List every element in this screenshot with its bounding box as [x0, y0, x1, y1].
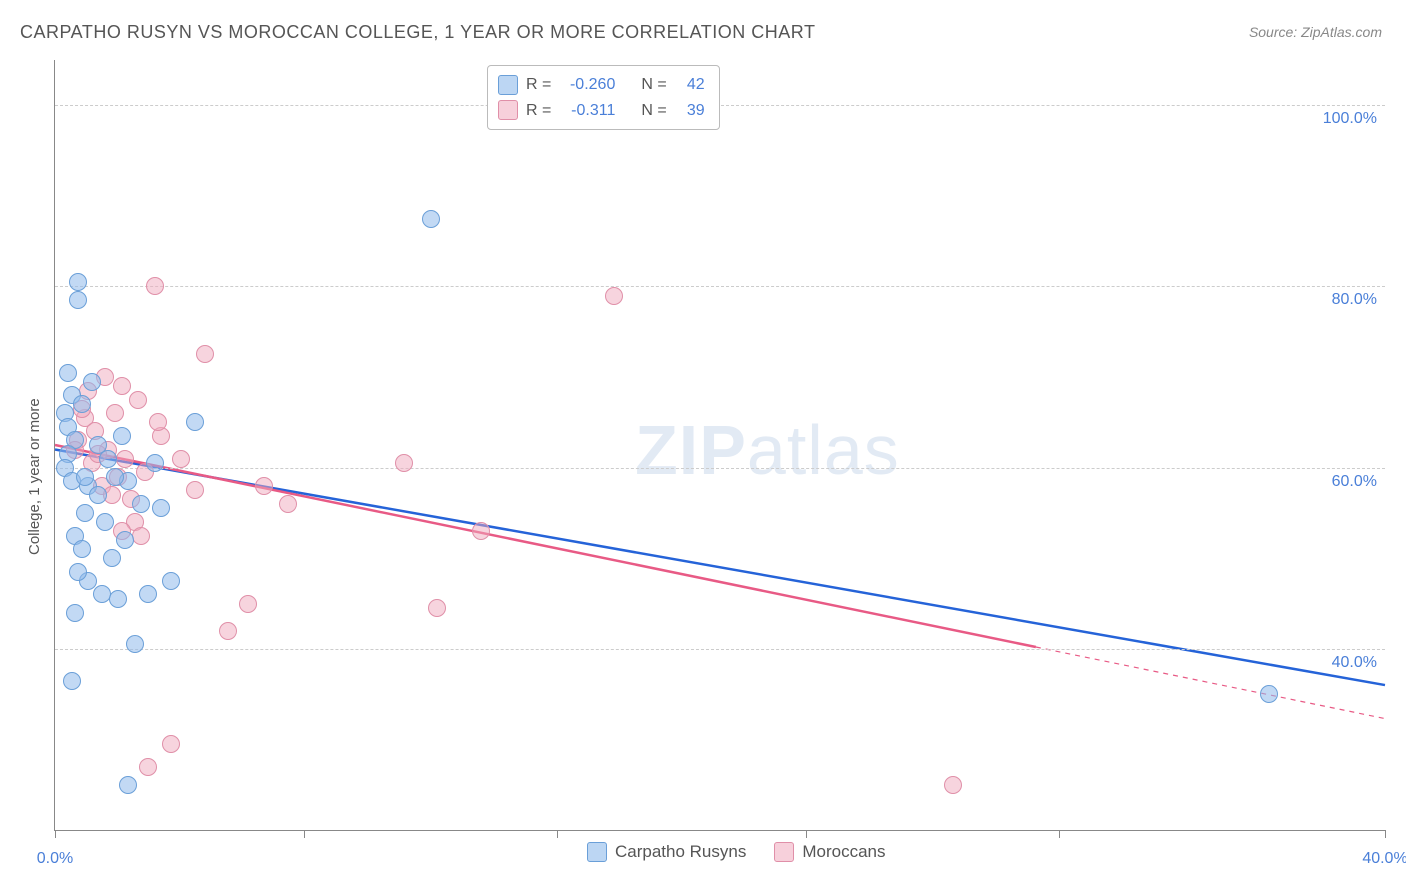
legend-swatch [498, 75, 518, 95]
legend-swatch [587, 842, 607, 862]
stat-r-label: R = [526, 72, 551, 98]
x-tick [1059, 830, 1060, 838]
stat-n-value: 39 [675, 98, 705, 124]
scatter-point [395, 454, 413, 472]
y-axis-label: College, 1 year or more [26, 398, 43, 555]
y-tick-label: 60.0% [1332, 473, 1377, 491]
scatter-point [152, 499, 170, 517]
y-tick-label: 80.0% [1332, 291, 1377, 309]
scatter-point [472, 522, 490, 540]
scatter-point [139, 585, 157, 603]
scatter-point [186, 413, 204, 431]
scatter-point [139, 758, 157, 776]
scatter-point [113, 377, 131, 395]
stat-r-value: -0.260 [559, 72, 615, 98]
scatter-point [162, 735, 180, 753]
series-legend-item: Carpatho Rusyns [587, 842, 746, 862]
scatter-point [146, 454, 164, 472]
scatter-point [73, 540, 91, 558]
scatter-point [59, 364, 77, 382]
scatter-point [76, 468, 94, 486]
series-legend-item: Moroccans [774, 842, 885, 862]
scatter-point [63, 672, 81, 690]
scatter-point [422, 210, 440, 228]
scatter-point [93, 585, 111, 603]
gridline-h [55, 649, 1385, 650]
trend-line [55, 445, 1036, 647]
scatter-point [605, 287, 623, 305]
legend-swatch [498, 100, 518, 120]
y-tick-label: 100.0% [1323, 110, 1377, 128]
series-legend: Carpatho Rusyns Moroccans [587, 842, 885, 862]
scatter-point [69, 273, 87, 291]
scatter-point [132, 527, 150, 545]
scatter-point [73, 395, 91, 413]
scatter-point [126, 635, 144, 653]
x-tick [55, 830, 56, 838]
source-label: Source: [1249, 24, 1301, 40]
scatter-point [83, 373, 101, 391]
stat-n-value: 42 [675, 72, 705, 98]
scatter-point [113, 427, 131, 445]
scatter-point [219, 622, 237, 640]
scatter-point [129, 391, 147, 409]
series-name: Carpatho Rusyns [615, 842, 746, 862]
correlation-legend-row: R = -0.260 N = 42 [498, 72, 705, 98]
scatter-point [119, 776, 137, 794]
scatter-point [146, 277, 164, 295]
gridline-h [55, 105, 1385, 106]
scatter-point [103, 549, 121, 567]
scatter-point [428, 599, 446, 617]
scatter-point [196, 345, 214, 363]
x-tick-label: 40.0% [1362, 850, 1406, 868]
scatter-point [76, 504, 94, 522]
scatter-point [106, 404, 124, 422]
plot-area: ZIPatlas 40.0%60.0%80.0%100.0%0.0%40.0%R… [54, 60, 1385, 831]
scatter-point [1260, 685, 1278, 703]
x-tick [304, 830, 305, 838]
scatter-point [255, 477, 273, 495]
scatter-point [944, 776, 962, 794]
series-name: Moroccans [802, 842, 885, 862]
stat-n-label: N = [641, 98, 666, 124]
scatter-point [239, 595, 257, 613]
scatter-point [69, 291, 87, 309]
x-tick [557, 830, 558, 838]
scatter-point [116, 531, 134, 549]
scatter-point [279, 495, 297, 513]
stat-r-value: -0.311 [559, 98, 615, 124]
scatter-point [69, 563, 87, 581]
scatter-point [132, 495, 150, 513]
scatter-point [109, 590, 127, 608]
stat-n-label: N = [641, 72, 666, 98]
correlation-chart: CARPATHO RUSYN VS MOROCCAN COLLEGE, 1 YE… [0, 0, 1406, 892]
scatter-point [186, 481, 204, 499]
scatter-point [149, 413, 167, 431]
correlation-legend-row: R = -0.311 N = 39 [498, 98, 705, 124]
x-tick [1385, 830, 1386, 838]
y-tick-label: 40.0% [1332, 654, 1377, 672]
scatter-point [96, 513, 114, 531]
gridline-h [55, 468, 1385, 469]
scatter-point [116, 450, 134, 468]
legend-swatch [774, 842, 794, 862]
source-attribution: Source: ZipAtlas.com [1249, 24, 1382, 40]
correlation-legend: R = -0.260 N = 42 R = -0.311 N = 39 [487, 65, 720, 130]
scatter-point [89, 486, 107, 504]
chart-title: CARPATHO RUSYN VS MOROCCAN COLLEGE, 1 YE… [20, 22, 815, 43]
gridline-h [55, 286, 1385, 287]
scatter-point [162, 572, 180, 590]
scatter-point [172, 450, 190, 468]
x-tick [806, 830, 807, 838]
scatter-point [106, 468, 124, 486]
scatter-point [89, 436, 107, 454]
trend-lines-layer [55, 60, 1385, 830]
source-name: ZipAtlas.com [1301, 24, 1382, 40]
stat-r-label: R = [526, 98, 551, 124]
x-tick-label: 0.0% [37, 850, 73, 868]
scatter-point [66, 604, 84, 622]
